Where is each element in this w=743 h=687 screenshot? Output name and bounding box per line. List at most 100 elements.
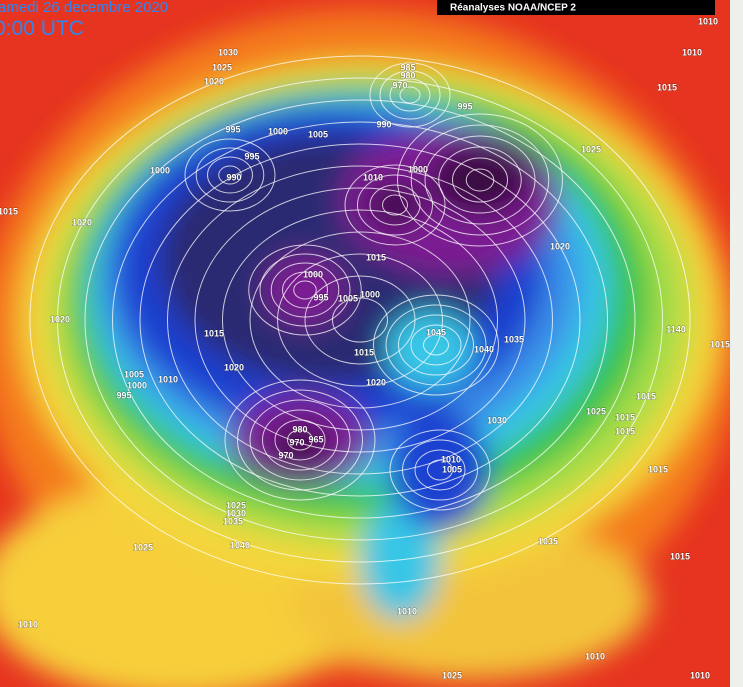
isobar [248,244,362,336]
isobar-label: 995 [116,390,131,400]
date-text: amedi 26 decembre 2020 [0,0,168,16]
isobar-label: 1015 [366,252,386,262]
isobar-label: 1005 [308,129,328,139]
isobar-label: 1015 [615,412,635,422]
isobar [207,156,253,194]
isobar [184,138,276,212]
isobar-label: 1020 [224,362,244,372]
isobar-label: 990 [376,119,391,129]
isobar-label: 995 [457,101,472,111]
isobars [29,55,691,585]
isobar [398,314,474,376]
isobar-label: 1000 [303,269,323,279]
isobar [385,304,487,386]
isobar-label: 970 [289,437,304,447]
isobar [389,429,491,511]
isobar [224,379,376,501]
isobar-label: 1010 [585,651,605,661]
isobar [262,409,338,471]
isobar [397,113,563,247]
isobar [369,62,451,128]
isobar-label: 1015 [670,551,690,561]
isobar [287,429,313,451]
isobar [410,124,550,236]
isobar [399,86,421,104]
isobar-label: 1000 [268,126,288,136]
isobar-label: 970 [278,450,293,460]
isobar-label: 1010 [441,454,461,464]
isobar-label: 995 [225,124,240,134]
isobar-label: 1015 [710,339,730,349]
isobar [274,419,326,461]
isobar-label: 1010 [18,619,38,629]
isobar-label: 1015 [204,328,224,338]
isobar [218,165,242,185]
isobar [194,187,526,453]
isobar-label: 1000 [408,164,428,174]
isobar-label: 1040 [474,344,494,354]
isobar [423,334,449,356]
isobar-label: 1035 [223,516,243,526]
isobar [139,143,581,497]
source-text: Réanalyses NOAA/NCEP 2 [450,3,576,14]
isobar-label: 1025 [212,62,232,72]
isobar [410,324,462,366]
isobar [389,78,431,112]
isobar-label: 1020 [72,217,92,227]
isobar-label: 995 [313,292,328,302]
isobar-label: 1015 [636,391,656,401]
isobar-label: 1015 [615,426,635,436]
isobar [167,165,553,475]
isobar-label: 1015 [0,206,18,216]
isobar [382,194,408,216]
isobar-label: 1045 [426,327,446,337]
isobar [57,77,663,563]
isobar [293,280,317,300]
isobar [379,70,441,120]
isobar [249,399,351,481]
isobar-label: 1010 [682,47,702,57]
isobar [112,121,608,519]
isobar [237,389,363,491]
isobar-label: 1035 [504,334,524,344]
isobar-label: 1000 [360,289,380,299]
isobar-label: 1020 [366,377,386,387]
isobar-label: 1020 [550,241,570,251]
isobar-label: 1140 [666,324,686,334]
isobar [277,253,443,387]
isobar-label: 1040 [230,540,250,550]
isobar-label: 1010 [698,16,718,26]
isobar-label: 1000 [127,380,147,390]
isobar-label: 1025 [133,542,153,552]
isobar-label: 1015 [354,347,374,357]
isobar-label: 1010 [397,606,417,616]
isobar [222,209,498,431]
isobar-label: 1030 [226,508,246,518]
isobar-label: 1015 [657,82,677,92]
time-text: 0:00 UTC [0,17,84,40]
isobar [304,275,416,365]
isobar-label: 1020 [50,314,70,324]
isobar-label: 1025 [586,406,606,416]
isobar-label: 1000 [150,165,170,175]
isobar [84,99,636,541]
isobar [452,157,508,203]
isobar [332,297,388,343]
isobar-label: 1025 [581,144,601,154]
isobar-label: 1010 [158,374,178,384]
isobar [282,271,328,309]
isobar [414,449,466,491]
isobar-label: 1005 [442,464,462,474]
isobar-label: 980 [292,424,307,434]
isobar-label: 965 [308,434,323,444]
isobar-label: 995 [244,151,259,161]
isobar [29,55,691,585]
isobar-label: 1005 [338,293,358,303]
isobar [344,164,446,246]
isobar [195,147,265,203]
isobar-label: 985 [400,62,415,72]
